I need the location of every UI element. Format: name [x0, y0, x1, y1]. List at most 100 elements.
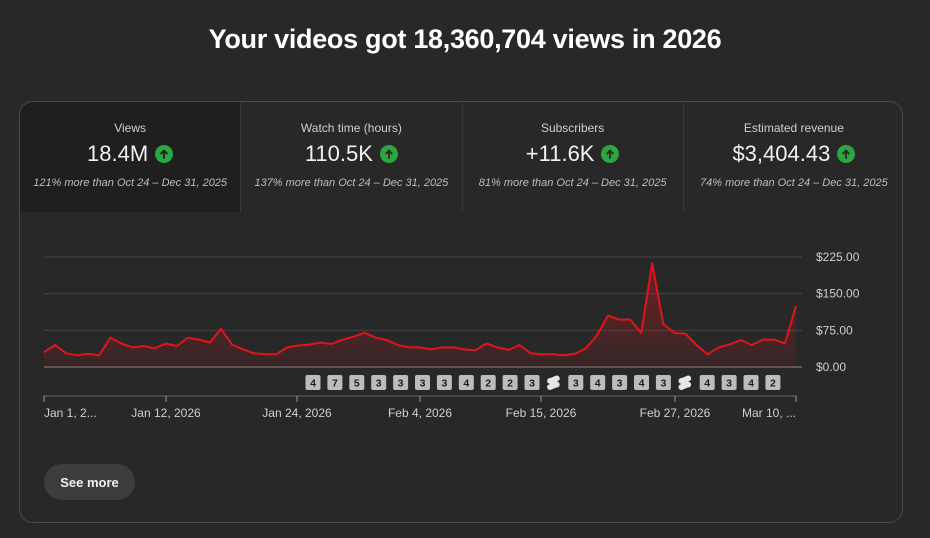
upload-marker-count: 2	[485, 378, 491, 390]
shorts-icon	[678, 375, 692, 391]
upload-marker-count: 3	[398, 378, 404, 390]
metric-comparison: 121% more than Oct 24 – Dec 31, 2025	[33, 177, 228, 189]
upload-marker: 4	[699, 375, 715, 390]
upload-marker: 4	[590, 375, 606, 390]
upload-marker-box	[568, 375, 584, 390]
upload-marker-count: 3	[441, 378, 447, 390]
metric-tile-watch-time[interactable]: Watch time (hours) 110.5K 137% more than…	[241, 102, 463, 212]
metric-title: Views	[114, 121, 147, 135]
metric-title: Estimated revenue	[743, 121, 844, 135]
upload-marker: 3	[436, 375, 452, 390]
upload-marker-count: 3	[529, 378, 535, 390]
upload-marker: 3	[393, 375, 409, 390]
upload-marker-box	[349, 375, 365, 390]
upload-marker-box	[721, 375, 737, 390]
y-tick-label: $0.00	[816, 360, 846, 374]
upload-marker: 4	[458, 375, 474, 390]
x-tick-label: Jan 24, 2026	[262, 406, 332, 420]
upload-marker: 4	[305, 375, 321, 390]
upload-marker-count: 2	[770, 378, 776, 390]
upload-marker-count: 4	[595, 378, 601, 390]
x-tick-label: Jan 12, 2026	[131, 406, 201, 420]
upload-marker: 3	[568, 375, 584, 390]
upload-marker-count: 4	[748, 378, 754, 390]
shorts-upload-marker	[547, 375, 560, 391]
upload-marker: 3	[655, 375, 671, 390]
upload-marker-count: 2	[507, 378, 513, 390]
x-tick-label: Mar 10, ...	[742, 406, 796, 420]
upload-marker-box	[371, 375, 387, 390]
upload-marker-box	[524, 375, 540, 390]
arrow-up-circle-icon	[837, 145, 856, 163]
upload-marker: 3	[721, 375, 737, 390]
metric-value: $3,404.43	[732, 141, 831, 166]
upload-marker-count: 3	[376, 378, 382, 390]
arrow-up-circle-icon	[379, 145, 398, 163]
see-more-button[interactable]: See more	[44, 464, 135, 500]
page-headline: Your videos got 18,360,704 views in 2026	[208, 24, 722, 54]
upload-marker-box	[502, 375, 518, 390]
upload-marker-box	[743, 375, 759, 390]
upload-marker-count: 5	[354, 378, 360, 390]
upload-marker-box	[458, 375, 474, 390]
upload-marker-count: 3	[420, 378, 426, 390]
metric-value: +11.6K	[525, 141, 595, 166]
revenue-line-chart[interactable]: $225.00 $150.00 $75.00 $0.00 4 7 5 3 3 3 3 4 2 2 3 3 4 3 4…	[20, 212, 902, 442]
x-tick-label: Jan 1, 2...	[44, 406, 97, 420]
upload-marker-count: 4	[639, 378, 645, 390]
upload-marker-box	[480, 375, 496, 390]
upload-marker-box	[327, 375, 343, 390]
upload-marker-box	[655, 375, 671, 390]
upload-marker-count: 4	[704, 378, 710, 390]
arrow-up-circle-icon	[155, 145, 174, 163]
upload-marker-box	[305, 375, 321, 390]
upload-marker: 4	[634, 375, 649, 390]
metric-title: Subscribers	[540, 121, 605, 135]
series-area	[44, 263, 796, 367]
metric-tile-subscribers[interactable]: Subscribers +11.6K 81% more than Oct 24 …	[463, 102, 684, 212]
metric-title: Watch time (hours)	[300, 121, 402, 135]
upload-marker-count: 3	[660, 378, 666, 390]
metric-tile-revenue[interactable]: Estimated revenue $3,404.43 74% more tha…	[684, 102, 902, 212]
upload-marker-box	[765, 375, 781, 390]
y-tick-label: $150.00	[816, 287, 860, 301]
analytics-card: Views 18.4M 121% more than Oct 24 – Dec …	[19, 101, 903, 523]
upload-marker: 3	[524, 375, 540, 390]
upload-marker-count: 3	[617, 378, 623, 390]
upload-marker: 2	[502, 375, 518, 390]
shorts-upload-marker	[678, 375, 692, 391]
metric-tile-views[interactable]: Views 18.4M 121% more than Oct 24 – Dec …	[20, 102, 242, 212]
metric-comparison: 74% more than Oct 24 – Dec 31, 2025	[700, 177, 888, 189]
upload-marker-count: 4	[310, 378, 316, 390]
upload-marker-box	[612, 375, 628, 390]
upload-marker: 7	[327, 375, 343, 390]
upload-marker-box	[634, 375, 649, 390]
upload-marker: 2	[480, 375, 496, 390]
upload-marker-box	[415, 375, 430, 390]
upload-marker: 3	[612, 375, 628, 390]
upload-marker-box	[393, 375, 409, 390]
metric-value: 110.5K	[304, 141, 373, 166]
metric-tiles: Views 18.4M 121% more than Oct 24 – Dec …	[20, 102, 902, 212]
y-tick-label: $225.00	[816, 250, 860, 264]
x-tick-label: Feb 4, 2026	[388, 406, 452, 420]
upload-marker-count: 3	[726, 378, 732, 390]
series-line	[43, 262, 797, 357]
upload-marker-count: 4	[463, 378, 469, 390]
shorts-icon	[547, 375, 560, 391]
upload-marker: 5	[349, 375, 365, 390]
upload-marker-count: 3	[573, 378, 579, 390]
upload-marker-box	[699, 375, 715, 390]
x-tick-label: Feb 27, 2026	[640, 406, 711, 420]
upload-marker-box	[436, 375, 452, 390]
upload-marker-count: 7	[332, 378, 338, 390]
x-tick-label: Feb 15, 2026	[506, 406, 577, 420]
upload-marker: 4	[743, 375, 759, 390]
upload-marker-box	[590, 375, 606, 390]
upload-marker: 2	[765, 375, 781, 390]
y-tick-label: $75.00	[816, 323, 853, 337]
upload-marker: 3	[415, 375, 430, 390]
metric-comparison: 137% more than Oct 24 – Dec 31, 2025	[254, 177, 449, 189]
upload-marker: 3	[371, 375, 387, 390]
metric-comparison: 81% more than Oct 24 – Dec 31, 2025	[478, 177, 667, 189]
